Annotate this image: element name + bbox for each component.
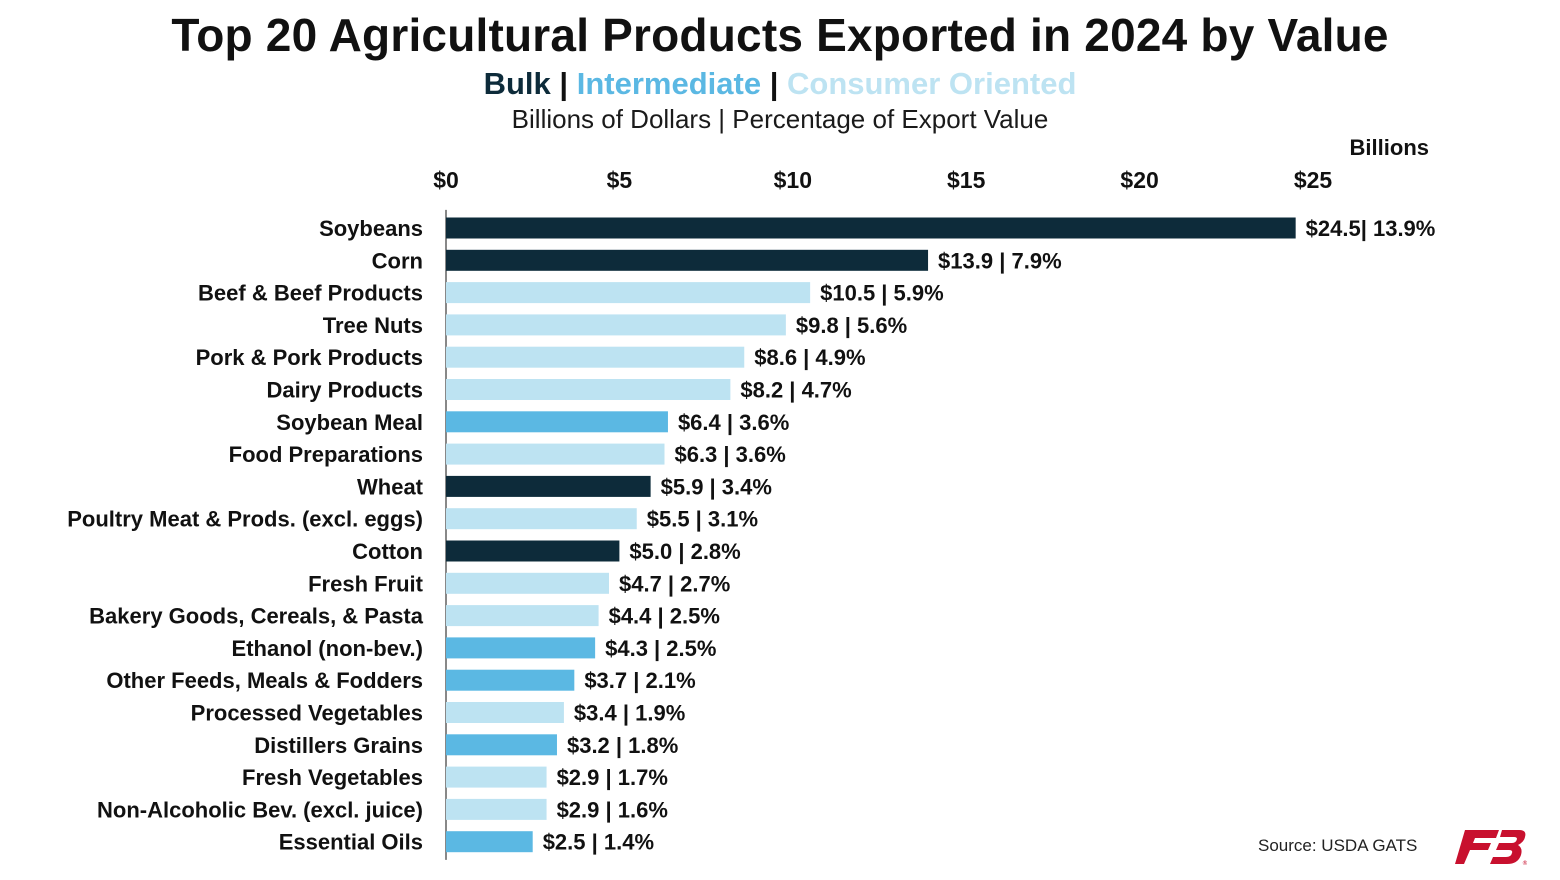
category-label: Poultry Meat & Prods. (excl. eggs) <box>67 507 423 532</box>
data-label: $3.4 | 1.9% <box>574 701 685 726</box>
category-label: Fresh Vegetables <box>242 765 423 790</box>
bar <box>446 637 596 659</box>
data-label: $10.5 | 5.9% <box>820 281 944 306</box>
category-label: Beef & Beef Products <box>198 281 423 306</box>
category-label: Tree Nuts <box>323 313 423 338</box>
category-label: Other Feeds, Meals & Fodders <box>106 668 423 693</box>
data-label: $5.5 | 3.1% <box>647 507 758 532</box>
category-label: Fresh Fruit <box>308 571 424 596</box>
data-label: $4.3 | 2.5% <box>605 636 716 661</box>
bar <box>446 572 609 594</box>
x-tick-label: $0 <box>433 167 459 193</box>
category-label: Wheat <box>357 474 424 499</box>
legend-bulk: Bulk <box>483 66 551 101</box>
bar <box>446 798 547 820</box>
bar <box>446 669 575 691</box>
data-label: $5.0 | 2.8% <box>629 539 740 564</box>
x-tick-label: $10 <box>774 167 812 193</box>
category-label: Dairy Products <box>267 378 424 403</box>
legend-separator: | <box>769 66 779 101</box>
bar <box>446 314 786 336</box>
farm-bureau-logo-icon: ® <box>1455 830 1527 866</box>
x-tick-label: $25 <box>1294 167 1333 193</box>
chart-title: Top 20 Agricultural Products Exported in… <box>171 9 1389 61</box>
category-label: Distillers Grains <box>254 733 423 758</box>
bar <box>446 379 731 400</box>
category-label: Food Preparations <box>229 442 423 467</box>
data-label: $4.4 | 2.5% <box>609 604 720 629</box>
axis-unit-label: Billions <box>1350 135 1429 160</box>
category-label: Ethanol (non-bev.) <box>232 636 423 661</box>
source-note: Source: USDA GATS <box>1258 836 1418 855</box>
x-tick-label: $15 <box>947 167 986 193</box>
svg-text:®: ® <box>1522 860 1527 866</box>
bar <box>446 831 533 853</box>
data-label: $13.9 | 7.9% <box>938 248 1062 273</box>
category-label: Essential Oils <box>279 830 423 855</box>
data-label: $24.5| 13.9% <box>1306 216 1436 241</box>
bar <box>446 411 668 433</box>
bar <box>446 443 665 465</box>
data-label: $3.7 | 2.1% <box>584 668 695 693</box>
category-label: Processed Vegetables <box>191 701 423 726</box>
legend-intermediate: Intermediate <box>576 66 762 101</box>
data-label: $4.7 | 2.7% <box>619 571 730 596</box>
bar <box>446 282 811 304</box>
data-label: $2.9 | 1.6% <box>557 797 668 822</box>
bar <box>446 766 547 788</box>
bar <box>446 346 745 368</box>
category-label: Soybeans <box>319 216 423 241</box>
data-label: $3.2 | 1.8% <box>567 733 678 758</box>
data-label: $6.3 | 3.6% <box>674 442 785 467</box>
category-label: Non-Alcoholic Bev. (excl. juice) <box>97 797 423 822</box>
legend-separator: | <box>559 66 569 101</box>
bar <box>446 540 620 562</box>
bar <box>446 249 929 271</box>
category-label: Pork & Pork Products <box>196 345 423 370</box>
bar <box>446 508 637 530</box>
data-label: $2.9 | 1.7% <box>557 765 668 790</box>
category-label: Corn <box>372 248 423 273</box>
category-label: Soybean Meal <box>276 410 423 435</box>
x-tick-label: $20 <box>1120 167 1158 193</box>
data-label: $9.8 | 5.6% <box>796 313 907 338</box>
bar <box>446 702 564 723</box>
bar <box>446 734 557 756</box>
legend-consumer-oriented: Consumer Oriented <box>787 66 1077 101</box>
data-label: $6.4 | 3.6% <box>678 410 789 435</box>
chart-legend: Bulk | Intermediate | Consumer Oriented <box>0 66 1560 102</box>
bar <box>446 605 599 627</box>
data-label: $5.9 | 3.4% <box>661 474 772 499</box>
category-label: Bakery Goods, Cereals, & Pasta <box>89 604 424 629</box>
data-label: $8.6 | 4.9% <box>754 345 865 370</box>
category-label: Cotton <box>352 539 423 564</box>
x-tick-label: $5 <box>607 167 633 193</box>
chart-subtitle: Billions of Dollars | Percentage of Expo… <box>511 104 1049 134</box>
bar <box>446 217 1296 239</box>
data-label: $2.5 | 1.4% <box>543 830 654 855</box>
bar <box>446 475 651 497</box>
data-label: $8.2 | 4.7% <box>740 378 851 403</box>
